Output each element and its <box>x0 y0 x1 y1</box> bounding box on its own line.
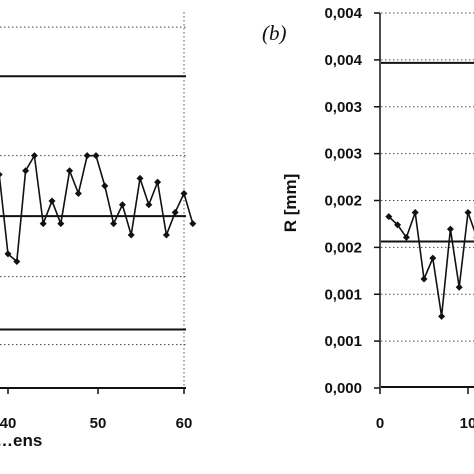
panel-a-data-point-26 <box>171 208 179 216</box>
panel-a-data-point-23 <box>145 201 153 209</box>
panel-a-x-axis-label: …ens <box>0 431 42 450</box>
panel-a-data-point-25 <box>162 231 170 239</box>
panel-a-series-line <box>0 153 194 264</box>
panel-a-data-point-13 <box>57 220 65 228</box>
panel-a-x-tick-label-0: 40 <box>0 415 16 432</box>
panel-a-data-point-20 <box>118 201 126 209</box>
panel-b-data-point-0 <box>385 213 393 221</box>
panel-a-chart: 40 50 60 <box>0 12 197 432</box>
panel-b-data-point-5 <box>429 254 437 262</box>
panel-a-data-point-16 <box>83 152 91 160</box>
panel-a-data-point-6 <box>0 171 3 178</box>
panel-a-data-point-14 <box>66 167 74 175</box>
panel-b-data-point-1 <box>394 221 402 229</box>
panel-b-y-tick-label-1: 0,001 <box>324 333 362 350</box>
panel-a-data-point-22 <box>136 174 144 182</box>
panel-b-data-point-6 <box>438 312 446 320</box>
panel-b-chart: 0,000 0,001 0,001 0,002 0,002 0,003 0,003 0,004… <box>324 5 474 432</box>
panel-b-y-tick-label-7: 0,004 <box>324 52 362 69</box>
panel-a-data-point-21 <box>127 231 135 239</box>
panel-a-x-tick-label-2: 60 <box>176 415 193 432</box>
panel-a-data-point-24 <box>154 178 162 186</box>
panel-a-data-point-9 <box>22 167 30 175</box>
panel-a-x-tick-label-1: 50 <box>90 415 107 432</box>
panel-b-data-point-4 <box>420 275 428 283</box>
panel-a-data-point-15 <box>74 189 82 197</box>
panel-b-y-tick-label-8: 0,004 <box>324 5 362 22</box>
panel-b-data-point-8 <box>455 283 463 291</box>
panel-b-series-line <box>388 212 474 317</box>
panel-b-x-tick-label-0: 0 <box>376 415 384 432</box>
panel-a-data-point-18 <box>101 182 109 190</box>
panel-a-data-point-19 <box>110 220 118 228</box>
panel-b-y-tick-label-2: 0,001 <box>324 286 362 303</box>
panel-b-y-tick-label-3: 0,002 <box>324 239 362 256</box>
panel-b-data-point-7 <box>446 225 454 233</box>
panel-b-y-tick-label-0: 0,000 <box>324 380 362 397</box>
panel-b-label: (b) <box>262 21 287 45</box>
panel-a-data-point-11 <box>39 220 47 228</box>
panel-a-data-point-8 <box>13 257 21 265</box>
panel-b-x-tick-label-1: 10 <box>460 415 474 432</box>
panel-a-data-point-12 <box>48 197 56 205</box>
panel-a-data-point-28 <box>189 220 197 228</box>
panel-b-y-axis-label: R [mm] <box>281 174 300 233</box>
panel-b-y-tick-label-4: 0,002 <box>324 193 362 210</box>
panel-b-data-point-3 <box>411 208 419 216</box>
panel-b-data-point-2 <box>402 233 410 241</box>
panel-a-data-point-27 <box>180 189 188 197</box>
panel-a-data-point-10 <box>30 152 38 160</box>
panel-b-y-tick-label-6: 0,003 <box>324 99 362 116</box>
panel-a-data-point-17 <box>92 152 100 160</box>
panel-b-y-tick-label-5: 0,003 <box>324 146 362 163</box>
panel-b-data-point-9 <box>464 208 472 216</box>
panel-a-data-point-7 <box>4 250 12 258</box>
